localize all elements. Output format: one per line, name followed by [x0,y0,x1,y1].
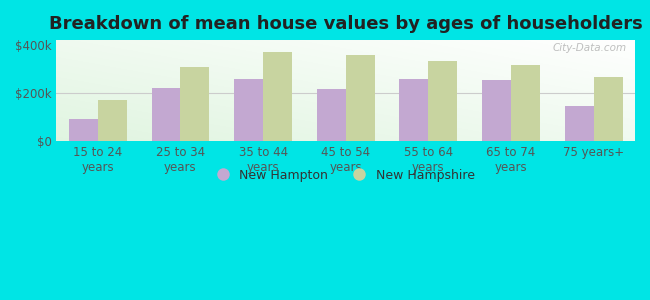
Title: Breakdown of mean house values by ages of householders: Breakdown of mean house values by ages o… [49,15,643,33]
Bar [317,89,346,141]
Text: City-Data.com: City-Data.com [552,43,627,53]
Legend: New Hampton, New Hampshire: New Hampton, New Hampshire [212,164,480,188]
Bar [181,67,209,141]
Bar [69,119,97,141]
Bar [482,80,511,141]
Bar [428,61,458,141]
Bar [98,100,127,141]
Bar [151,88,181,141]
Bar [346,55,374,141]
Bar [263,52,292,141]
Bar [234,79,263,141]
Bar [511,65,540,141]
Bar [593,77,623,141]
Bar [400,79,428,141]
Bar [565,106,593,141]
